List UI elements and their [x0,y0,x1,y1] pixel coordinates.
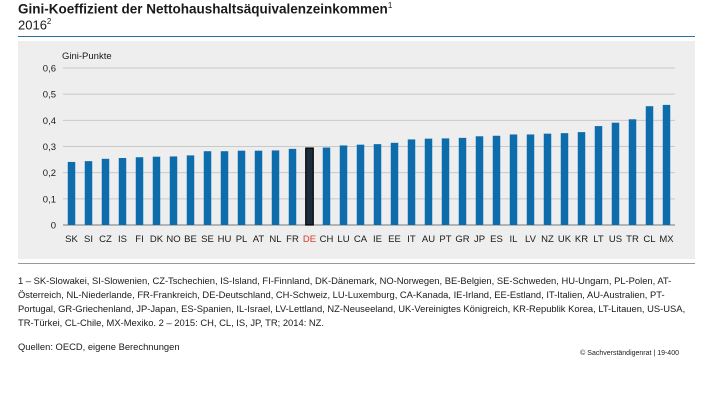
bar-pt [441,138,450,225]
x-tick-label: DK [150,234,164,245]
x-tick-label: HU [218,234,232,245]
bar-is [118,158,127,225]
bar-fi [135,157,144,225]
x-tick-label: LU [337,234,349,245]
x-tick-label: US [609,234,622,245]
bar-jp [475,136,484,225]
bar-us [611,122,620,225]
footnote-2: 2 – 2015: CH, CL, IS, JP, TR; 2014: NZ. [158,317,325,328]
x-tick-label: AU [422,234,435,245]
bar-nz [543,133,552,225]
y-tick-label: 0,6 [43,64,56,75]
x-tick-label: PL [236,234,248,245]
y-tick-label: 0,2 [43,168,56,179]
bar-tr [628,119,637,225]
y-tick-label: 0,3 [43,142,56,153]
bar-pl [237,150,246,225]
chart-title: Gini-Koeffizient der Nettohaushaltsäquiv… [18,1,393,17]
bars [67,104,671,226]
x-tick-label: IS [118,234,127,245]
x-tick-label: CH [320,234,334,245]
y-axis-label: Gini-Punkte [62,51,112,62]
x-tick-label: NO [166,234,180,245]
bar-ie [373,144,382,225]
footnote-text: 1 – SK-Slowakei, SI-Slowenien, CZ-Tschec… [18,274,693,330]
x-tick-label: NZ [541,234,554,245]
x-tick-label: SK [65,234,78,245]
y-tick-label: 0,5 [43,90,56,101]
bar-lv [526,134,535,225]
footnote-rule [18,263,695,264]
y-tick-label: 0,4 [43,116,56,127]
bar-it [407,139,416,225]
x-tick-label: AT [253,234,265,245]
x-tick-label: TR [626,234,639,245]
x-tick-label: NL [269,234,281,245]
bar-nl [271,150,280,225]
x-tick-label: FI [135,234,143,245]
x-tick-label: IL [510,234,518,245]
copyright-note: © Sachverständigenrat | 19-400 [580,350,679,357]
bar-de [305,147,314,226]
bar-at [254,150,263,225]
bar-il [509,134,518,225]
bar-sk [67,161,76,225]
x-tick-label: PT [439,234,451,245]
x-tick-label: EE [388,234,401,245]
bar-lu [339,145,348,225]
bar-dk [152,156,161,225]
gridlines [63,67,675,226]
x-tick-label: KR [575,234,588,245]
x-tick-label: LT [593,234,604,245]
x-tick-label: BE [184,234,197,245]
x-tick-label: CA [354,234,368,245]
header-rule [18,36,695,37]
bar-ch [322,147,331,225]
bar-ca [356,144,365,225]
bar-si [84,161,93,225]
x-tick-label: CZ [99,234,112,245]
x-tick-label: MX [659,234,674,245]
x-tick-label: FR [286,234,299,245]
x-tick-label: SE [201,234,214,245]
x-tick-label: IT [407,234,416,245]
bar-fr [288,148,297,225]
x-tick-label: LV [525,234,537,245]
sources-note: Quellen: OECD, eigene Berechnungen [18,341,180,352]
y-tick-label: 0 [51,221,56,232]
x-tick-label: JP [474,234,485,245]
x-tick-label: CL [643,234,655,245]
bar-mx [662,104,671,225]
x-tick-label: ES [490,234,503,245]
bar-no [169,156,178,225]
x-tick-label: IE [373,234,382,245]
chart-subtitle: 20162 [18,17,52,33]
x-tick-label: DE [303,234,316,245]
bar-lt [594,126,603,225]
footnote-1: 1 – SK-Slowakei, SI-Slowenien, CZ-Tschec… [18,275,686,328]
bar-gr [458,137,467,225]
x-tick-label: UK [558,234,572,245]
bar-hu [220,151,229,225]
bar-es [492,135,501,225]
bar-cz [101,158,110,225]
bar-uk [560,133,569,225]
axis-labels: 0 0,1 0,2 0,3 0,4 0,5 0,6 SK SI CZ IS FI DK NO BE SE HU P… [43,64,675,246]
x-tick-label: SI [84,234,93,245]
bar-cl [645,106,654,225]
bar-au [424,138,433,225]
bar-ee [390,142,399,225]
bar-kr [577,132,586,225]
bar-se [203,151,212,225]
gini-bar-chart: 0 0,1 0,2 0,3 0,4 0,5 0,6 SK SI CZ IS FI DK NO BE SE HU P… [43,51,675,246]
bar-be [186,155,195,225]
y-tick-label: 0,1 [43,194,56,205]
x-tick-label: GR [455,234,469,245]
